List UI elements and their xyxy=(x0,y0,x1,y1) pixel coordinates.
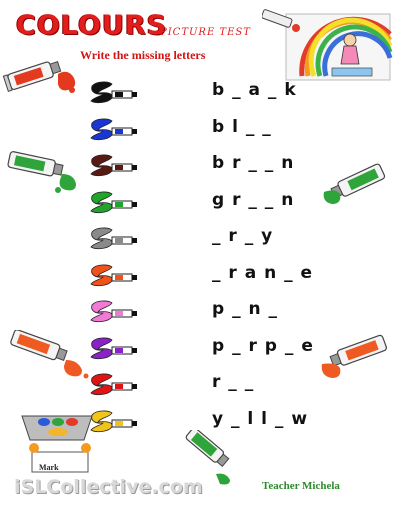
paint-splat-icon xyxy=(90,373,137,396)
worksheet-subtitle: PICTURE TEST xyxy=(160,27,251,38)
paint-splat-icon xyxy=(90,154,137,177)
puzzle-word: g r _ _ n xyxy=(212,189,295,210)
worksheet-title: COLOURS xyxy=(16,10,168,41)
instruction-text: Write the missing letters xyxy=(80,48,206,62)
puzzle-row: p _ r p _ e xyxy=(0,334,400,362)
puzzle-word: y _ l l _ w xyxy=(212,408,309,429)
paint-splat-icon xyxy=(90,191,137,213)
puzzle-word: _ r _ y xyxy=(212,226,274,246)
puzzle-word: p _ r p _ e xyxy=(212,335,314,356)
puzzle-row: _ r _ y xyxy=(0,224,400,252)
paint-tube-red-icon xyxy=(2,61,76,93)
paint-splat-icon xyxy=(90,410,137,432)
puzzle-row: r _ _ xyxy=(0,370,400,398)
paint-tube-green-icon xyxy=(7,151,76,193)
puzzle-row: y _ l l _ w xyxy=(0,407,400,435)
puzzle-word: _ r a n _ e xyxy=(212,262,314,283)
puzzle-word: r _ _ xyxy=(212,372,255,392)
paint-tube-orange-icon xyxy=(10,330,89,379)
puzzle-row: b r _ _ n xyxy=(0,151,400,179)
rainbow-girl-illustration xyxy=(262,9,393,81)
paint-splat-icon xyxy=(90,264,137,286)
puzzle-row: g r _ _ n xyxy=(0,188,400,216)
paint-tube-green-right-icon xyxy=(323,163,386,204)
paint-tray-illustration xyxy=(21,415,93,473)
puzzle-word: b _ a _ k xyxy=(212,80,297,100)
paint-splat-icon xyxy=(90,227,137,250)
paint-tube-orange-right-icon xyxy=(321,334,387,378)
puzzle-word: p _ n _ xyxy=(212,299,279,319)
puzzle-row: p _ n _ xyxy=(0,297,400,325)
paint-splat-icon xyxy=(90,337,137,359)
paint-splat-icon xyxy=(90,300,137,323)
paint-splat-icon xyxy=(90,118,137,140)
paint-splat-icon xyxy=(90,81,137,104)
puzzle-row: b _ a _ k xyxy=(0,78,400,106)
watermark-text: iSLCollective.com xyxy=(14,476,203,498)
puzzle-row: b l _ _ xyxy=(0,115,400,143)
puzzle-word: b r _ _ n xyxy=(212,153,295,173)
puzzle-row: _ r a n _ e xyxy=(0,261,400,289)
mark-label: Mark xyxy=(39,463,59,472)
teacher-name: Teacher Michela xyxy=(262,480,340,492)
puzzle-word: b l _ _ xyxy=(212,116,272,137)
paint-tube-green-bottom-icon xyxy=(185,430,230,485)
